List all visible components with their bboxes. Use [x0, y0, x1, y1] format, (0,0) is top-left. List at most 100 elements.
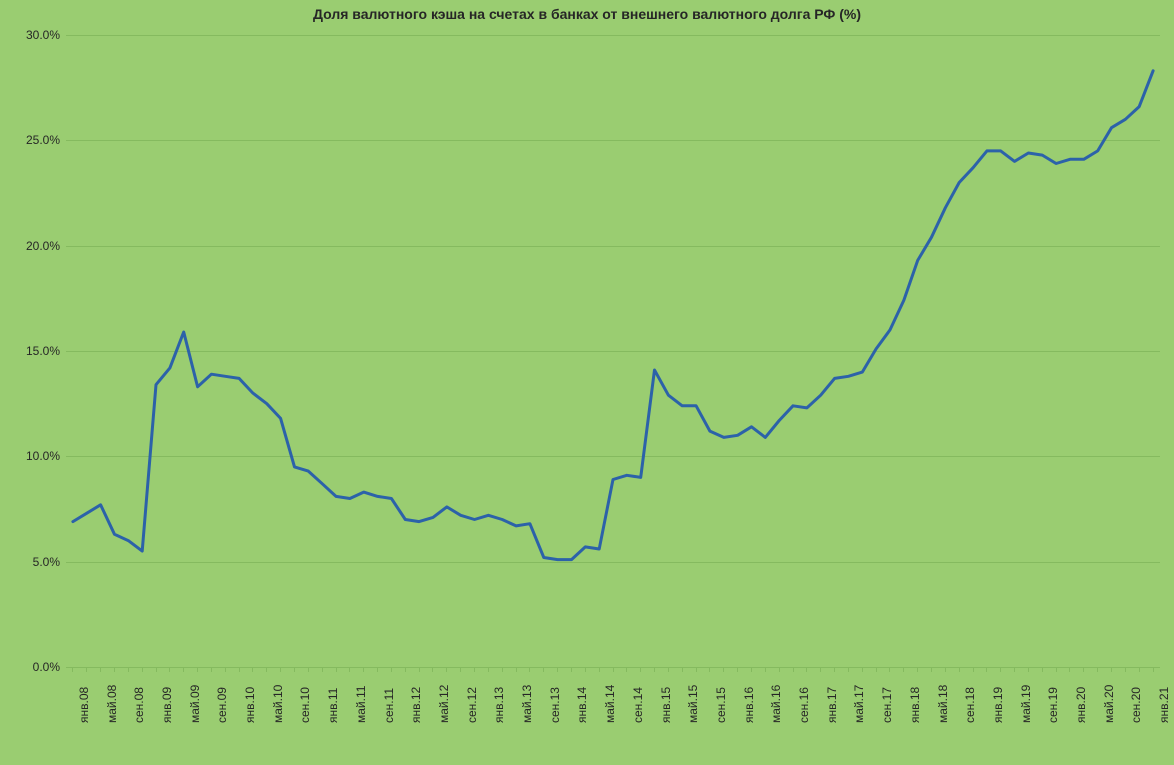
- x-tick: [156, 667, 157, 672]
- x-tick: [516, 667, 517, 672]
- x-tick: [820, 667, 821, 672]
- x-axis-label: янв.18: [908, 687, 922, 723]
- x-tick: [474, 667, 475, 672]
- x-tick: [1153, 667, 1154, 672]
- x-tick: [793, 667, 794, 672]
- x-tick: [308, 667, 309, 672]
- x-axis-label: янв.09: [160, 687, 174, 723]
- chart-container: Доля валютного кэша на счетах в банках о…: [0, 0, 1174, 765]
- x-tick: [903, 667, 904, 672]
- x-tick: [1000, 667, 1001, 672]
- x-axis-label: май.12: [437, 685, 451, 723]
- x-axis-label: май.09: [188, 685, 202, 723]
- x-axis-label: янв.08: [77, 687, 91, 723]
- x-axis-label: май.13: [520, 685, 534, 723]
- x-tick: [377, 667, 378, 672]
- x-tick: [252, 667, 253, 672]
- x-tick: [668, 667, 669, 672]
- x-axis-label: сен.10: [298, 687, 312, 723]
- x-tick: [765, 667, 766, 672]
- x-axis-label: сен.19: [1046, 687, 1060, 723]
- x-axis-label: май.14: [603, 685, 617, 723]
- x-axis-label: сен.11: [382, 688, 396, 723]
- x-tick: [529, 667, 530, 672]
- x-axis-label: май.18: [936, 685, 950, 723]
- x-tick: [197, 667, 198, 672]
- x-axis-label: май.11: [354, 686, 368, 723]
- x-tick: [432, 667, 433, 672]
- x-tick: [391, 667, 392, 672]
- x-axis-label: янв.11: [326, 688, 340, 723]
- x-tick: [626, 667, 627, 672]
- x-tick: [1111, 667, 1112, 672]
- x-tick: [239, 667, 240, 672]
- x-tick: [986, 667, 987, 672]
- x-axis-label: май.10: [271, 685, 285, 723]
- x-axis-label: янв.21: [1157, 687, 1171, 723]
- x-tick: [114, 667, 115, 672]
- x-tick: [183, 667, 184, 672]
- x-tick: [72, 667, 73, 672]
- x-tick: [405, 667, 406, 672]
- x-tick: [557, 667, 558, 672]
- x-tick: [1042, 667, 1043, 672]
- x-tick: [280, 667, 281, 672]
- x-tick: [806, 667, 807, 672]
- x-axis-label: май.19: [1019, 685, 1033, 723]
- x-tick: [446, 667, 447, 672]
- x-axis-label: янв.12: [409, 687, 423, 723]
- x-axis-label: май.08: [105, 685, 119, 723]
- x-tick: [917, 667, 918, 672]
- x-axis-label: сен.16: [797, 687, 811, 723]
- x-axis-label: янв.19: [991, 687, 1005, 723]
- x-axis-label: сен.13: [548, 687, 562, 723]
- x-axis-label: янв.10: [243, 687, 257, 723]
- x-tick: [419, 667, 420, 672]
- x-tick: [889, 667, 890, 672]
- x-axis-label: сен.08: [132, 687, 146, 723]
- x-axis-label: янв.15: [659, 687, 673, 723]
- x-tick: [266, 667, 267, 672]
- x-tick: [751, 667, 752, 672]
- x-tick: [931, 667, 932, 672]
- x-tick: [1014, 667, 1015, 672]
- x-tick: [1097, 667, 1098, 672]
- x-tick: [86, 667, 87, 672]
- x-tick: [709, 667, 710, 672]
- x-tick: [128, 667, 129, 672]
- x-tick: [862, 667, 863, 672]
- x-tick: [322, 667, 323, 672]
- x-axis-label: сен.18: [963, 687, 977, 723]
- x-axis-label: сен.09: [215, 687, 229, 723]
- x-tick: [779, 667, 780, 672]
- x-tick: [1056, 667, 1057, 672]
- x-axis-label: янв.14: [575, 687, 589, 723]
- x-tick: [723, 667, 724, 672]
- x-tick: [211, 667, 212, 672]
- x-tick: [834, 667, 835, 672]
- x-tick: [349, 667, 350, 672]
- x-axis-label: янв.16: [742, 687, 756, 723]
- x-tick: [169, 667, 170, 672]
- x-tick: [1028, 667, 1029, 672]
- x-axis-label: май.17: [852, 685, 866, 723]
- x-tick: [640, 667, 641, 672]
- x-tick: [682, 667, 683, 672]
- x-axis-label: янв.20: [1074, 687, 1088, 723]
- x-tick: [1069, 667, 1070, 672]
- x-axis-label: сен.14: [631, 687, 645, 723]
- x-axis-label: сен.12: [465, 687, 479, 723]
- x-tick: [876, 667, 877, 672]
- x-tick: [571, 667, 572, 672]
- x-tick: [1139, 667, 1140, 672]
- x-tick: [1083, 667, 1084, 672]
- x-tick: [737, 667, 738, 672]
- x-tick: [945, 667, 946, 672]
- x-tick: [225, 667, 226, 672]
- x-axis-label: янв.17: [825, 687, 839, 723]
- x-axis-label: сен.17: [880, 687, 894, 723]
- x-axis-label: май.15: [686, 685, 700, 723]
- x-axis-label: май.20: [1102, 685, 1116, 723]
- x-tick: [336, 667, 337, 672]
- x-tick: [460, 667, 461, 672]
